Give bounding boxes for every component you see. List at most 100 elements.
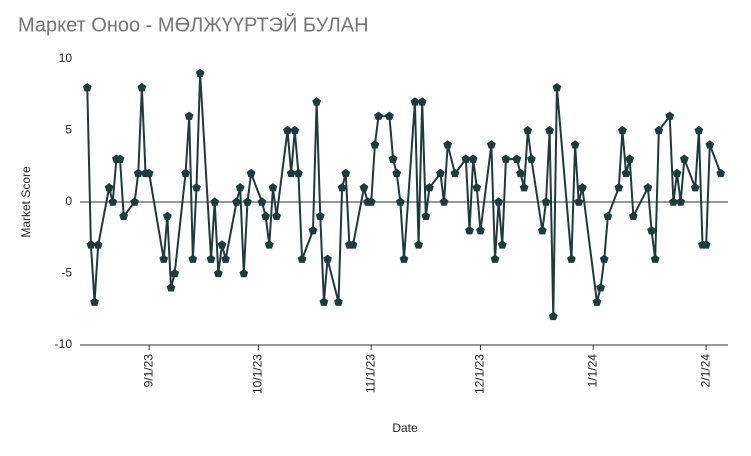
marker: [395, 197, 405, 206]
marker: [104, 183, 114, 192]
marker: [337, 183, 347, 192]
marker: [108, 197, 118, 206]
marker: [599, 254, 609, 263]
marker: [261, 211, 271, 221]
marker: [548, 311, 558, 321]
marker: [144, 168, 154, 178]
marker: [669, 197, 678, 206]
marker: [643, 183, 653, 192]
marker: [385, 111, 394, 120]
marker: [163, 211, 172, 221]
marker: [414, 240, 423, 249]
marker: [181, 168, 190, 178]
x-tick-label: 1/1/24: [585, 354, 599, 388]
marker: [93, 240, 103, 249]
marker: [527, 154, 536, 163]
marker: [159, 254, 169, 263]
marker: [647, 226, 656, 235]
y-tick-label: -10: [55, 337, 73, 351]
marker: [319, 297, 329, 306]
marker: [650, 254, 660, 263]
marker: [716, 168, 726, 178]
marker: [334, 297, 343, 306]
marker: [370, 140, 380, 149]
y-tick-label: -5: [61, 266, 72, 280]
marker: [272, 211, 281, 221]
marker: [315, 211, 325, 221]
marker: [235, 183, 245, 192]
marker: [399, 254, 409, 263]
marker: [239, 268, 249, 278]
marker: [701, 240, 711, 249]
marker: [366, 197, 376, 206]
marker: [443, 140, 453, 149]
marker: [348, 240, 358, 249]
marker: [323, 254, 332, 263]
marker: [308, 226, 318, 235]
marker: [596, 283, 605, 292]
marker: [243, 197, 252, 206]
x-tick-label: 2/1/24: [698, 354, 712, 388]
marker: [570, 140, 580, 149]
marker: [290, 125, 300, 135]
marker: [512, 154, 522, 163]
marker: [210, 197, 220, 206]
marker: [494, 197, 504, 206]
marker: [436, 168, 445, 178]
marker: [545, 125, 554, 135]
marker: [628, 211, 638, 221]
marker: [130, 197, 139, 206]
marker: [184, 111, 194, 120]
y-tick-label: 10: [59, 51, 73, 65]
marker: [421, 211, 431, 221]
marker: [188, 254, 198, 263]
marker: [213, 268, 223, 278]
marker: [119, 211, 129, 221]
marker: [268, 183, 278, 192]
marker: [603, 211, 613, 221]
x-axis-label: Date: [392, 421, 418, 435]
marker: [614, 183, 624, 192]
marker: [574, 197, 584, 206]
chart-title: Маркет Оноо - МӨЛЖҮҮРТЭЙ БУЛАН: [18, 12, 369, 36]
marker: [567, 254, 576, 263]
marker: [516, 168, 525, 178]
marker: [694, 125, 704, 135]
marker: [625, 154, 635, 163]
marker: [690, 183, 700, 192]
marker: [439, 197, 449, 206]
marker: [465, 226, 474, 235]
marker: [374, 111, 383, 120]
marker: [388, 154, 398, 163]
marker: [472, 183, 482, 192]
marker: [192, 183, 201, 192]
marker: [286, 168, 296, 178]
marker: [392, 168, 402, 178]
marker: [257, 197, 267, 206]
marker: [410, 97, 420, 106]
marker: [283, 125, 292, 135]
marker: [672, 168, 682, 178]
marker: [461, 154, 471, 163]
y-tick-label: 0: [65, 194, 72, 208]
marker: [115, 154, 125, 163]
marker: [592, 297, 602, 306]
marker: [297, 254, 307, 263]
marker: [450, 168, 460, 178]
marker: [221, 254, 230, 263]
marker: [679, 154, 689, 163]
marker: [501, 154, 511, 163]
marker: [552, 83, 562, 92]
marker: [476, 226, 485, 235]
marker: [312, 97, 321, 106]
marker: [705, 140, 715, 149]
marker: [294, 168, 303, 178]
marker: [665, 111, 675, 120]
x-tick-label: 12/1/23: [473, 354, 487, 394]
marker: [195, 68, 205, 78]
marker: [417, 97, 427, 106]
x-tick-label: 9/1/23: [141, 354, 155, 388]
marker: [425, 183, 434, 192]
marker: [490, 254, 500, 263]
